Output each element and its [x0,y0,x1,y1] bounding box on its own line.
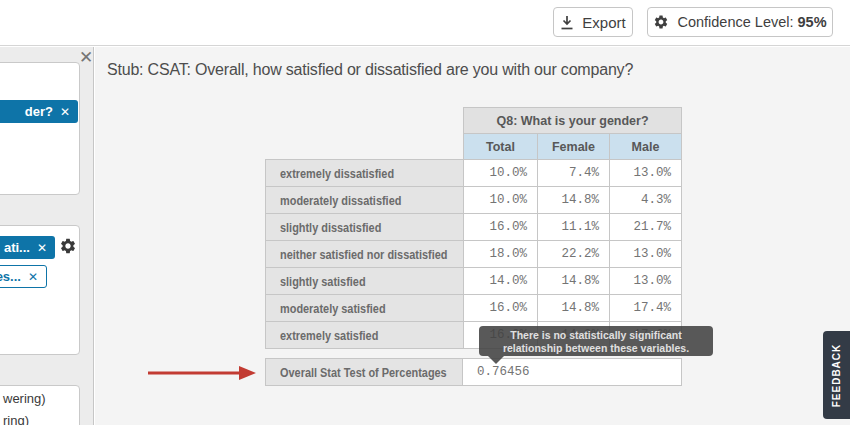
red-arrow-annotation [145,362,260,384]
cell-total: 16.0% [464,214,538,241]
cell-female: 22.2% [538,241,610,268]
close-icon[interactable]: ✕ [76,48,94,68]
outline-question-chip[interactable]: es... ✕ [0,265,47,288]
stat-test-row: Overall Stat Test of Percentages 0.76456 [265,358,682,386]
sidebar: wering) ring) der? ✕ ati... ✕ es... ✕ ✕ [0,47,94,425]
table-row: moderately satisfied 16.0% 14.8% 17.4% [266,295,682,322]
remove-chip-icon[interactable]: ✕ [28,270,38,284]
export-button[interactable]: Export [553,7,633,37]
sidebar-card-banner [0,62,80,195]
cell-female: 14.8% [538,268,610,295]
cell-female: 7.4% [538,160,610,187]
cell-female: 11.1% [538,214,610,241]
gear-icon [653,14,669,30]
cell-male: 13.0% [610,160,682,187]
tooltip-line-2: relationship between these variables. [479,342,713,355]
chip-label: es... [0,269,21,284]
crosstab-table: Q8: What is your gender? Total Female Ma… [265,107,682,349]
confidence-value: 95% [798,14,827,30]
table-row: moderately dissatisfied 10.0% 14.8% 4.3% [266,187,682,214]
cell-total: 18.0% [464,241,538,268]
confidence-label: Confidence Level: [677,14,793,30]
chip-settings-gear-icon[interactable] [59,237,77,255]
remove-chip-icon[interactable]: ✕ [37,241,47,255]
cell-male: 17.4% [610,295,682,322]
sidebar-card-options: wering) ring) [0,385,80,425]
stub-title: Stub: CSAT: Overall, how satisfied or di… [107,61,633,79]
table-row: neither satisfied nor dissatisfied 18.0%… [266,241,682,268]
row-label: extremely satisfied [266,322,464,349]
cell-female: 14.8% [538,295,610,322]
column-header-female: Female [538,134,610,160]
table-row: slightly satisfied 14.0% 14.8% 13.0% [266,268,682,295]
chip-label: der? [25,104,53,119]
chip-label: ati... [4,240,30,255]
significance-tooltip: There is no statistically significant re… [479,326,713,356]
row-label: extremely dissatisfied [266,160,464,187]
row-label: neither satisfied nor dissatisfied [266,241,464,268]
download-icon [560,15,574,30]
row-label: moderately dissatisfied [266,187,464,214]
cell-total: 10.0% [464,160,538,187]
table-row: extremely dissatisfied 10.0% 7.4% 13.0% [266,160,682,187]
main-panel: Stub: CSAT: Overall, how satisfied or di… [95,47,850,425]
row-label: moderately satisfied [266,295,464,322]
remove-chip-icon[interactable]: ✕ [60,105,70,119]
cell-total: 14.0% [464,268,538,295]
cell-male: 21.7% [610,214,682,241]
cell-female: 14.8% [538,187,610,214]
export-label: Export [582,14,625,31]
cell-male: 13.0% [610,268,682,295]
stat-test-label: Overall Stat Test of Percentages [265,358,463,386]
confidence-level-button[interactable]: Confidence Level: 95% [647,7,833,37]
table-row: slightly dissatisfied 16.0% 11.1% 21.7% [266,214,682,241]
group-header: Q8: What is your gender? [464,108,682,134]
row-label: slightly dissatisfied [266,214,464,241]
feedback-label: FEEDBACK [831,343,842,407]
cell-male: 13.0% [610,241,682,268]
cell-male: 4.3% [610,187,682,214]
toolbar: Export Confidence Level: 95% [0,0,850,46]
row-label: slightly satisfied [266,268,464,295]
cell-total: 10.0% [464,187,538,214]
feedback-tab[interactable]: FEEDBACK [823,331,850,419]
tooltip-line-1: There is no statistically significant [479,329,713,342]
stub-question-chip[interactable]: ati... ✕ [0,236,55,259]
column-header-total: Total [464,134,538,160]
cell-total: 16.0% [464,295,538,322]
column-header-male: Male [610,134,682,160]
option-line-1: wering) [3,391,46,406]
option-line-2: ring) [3,413,29,425]
crosstab-report-page: Export Confidence Level: 95% wering) rin… [0,0,850,425]
banner-question-chip[interactable]: der? ✕ [0,100,78,123]
